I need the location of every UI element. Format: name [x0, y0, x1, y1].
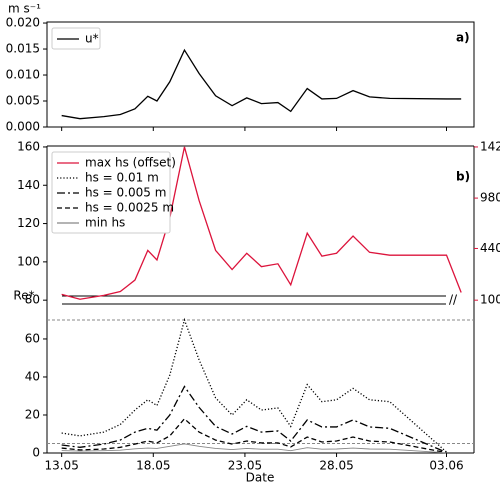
x-tick-label: 28.05	[319, 459, 353, 473]
axis-break-mark: //	[449, 293, 458, 307]
y-tick-label: 0.020	[6, 16, 40, 30]
legend-label: hs = 0.01 m	[85, 171, 159, 185]
data-line	[61, 417, 447, 454]
axes-frame	[46, 21, 475, 128]
legend-label: hs = 0.005 m	[85, 186, 166, 200]
x-tick-label: 13.05	[44, 459, 78, 473]
y-tick-label: 0.005	[6, 94, 40, 108]
data-line	[61, 385, 447, 454]
y-tick-label: 0.015	[6, 42, 40, 56]
y-tick-label: 0.010	[6, 68, 40, 82]
y2-tick-label: 100	[480, 293, 500, 307]
y-tick-label: 140	[17, 178, 40, 192]
legend-label: u*	[85, 32, 99, 46]
legend-box	[51, 151, 171, 234]
y-tick-label: 100	[17, 254, 40, 268]
y-tick-label: 120	[17, 216, 40, 230]
y-tick-label: 40	[25, 369, 40, 383]
x-tick-label: 03.06	[429, 459, 463, 473]
legend-label: max hs (offset)	[85, 156, 176, 170]
unit-label: m s⁻¹	[8, 2, 41, 16]
y2-tick-label: 1420	[480, 139, 500, 153]
x-tick-label: 23.05	[228, 459, 262, 473]
y-tick-label: 80	[25, 293, 40, 307]
y-axis-label: Re*	[13, 289, 34, 303]
y-tick-label: 0	[32, 446, 40, 460]
x-tick-label: 18.05	[136, 459, 170, 473]
legend-label: min hs	[85, 216, 125, 230]
panel-label: a)	[456, 31, 470, 45]
data-line	[61, 443, 447, 454]
x-axis-label: Date	[246, 471, 275, 485]
y-tick-label: 60	[25, 331, 40, 345]
y2-tick-label: 980	[480, 191, 500, 205]
data-line	[61, 146, 462, 300]
panel-label: b)	[456, 170, 470, 184]
y-tick-label: 20	[25, 407, 40, 421]
y-tick-label: 0.000	[6, 120, 40, 134]
data-line	[61, 48, 462, 120]
y2-tick-label: 440	[480, 241, 500, 255]
data-line	[61, 317, 447, 453]
legend-label: hs = 0.0025 m	[85, 201, 174, 215]
y-tick-label: 160	[17, 139, 40, 153]
